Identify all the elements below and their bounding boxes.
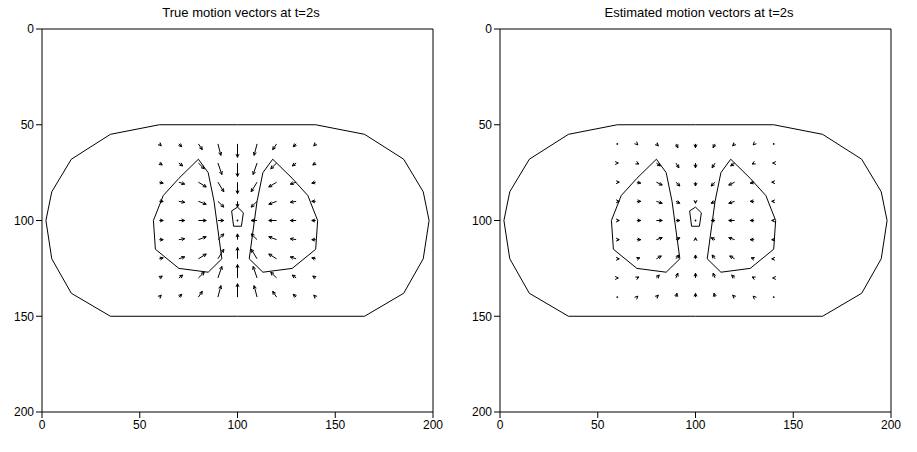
- svg-text:50: 50: [133, 418, 147, 432]
- svg-text:0: 0: [497, 418, 504, 432]
- svg-text:0: 0: [27, 22, 34, 36]
- svg-text:200: 200: [423, 418, 443, 432]
- svg-text:100: 100: [227, 418, 247, 432]
- svg-text:200: 200: [881, 418, 901, 432]
- svg-text:100: 100: [14, 214, 34, 228]
- svg-text:150: 150: [14, 310, 34, 324]
- svg-text:100: 100: [472, 214, 492, 228]
- svg-text:200: 200: [14, 405, 34, 419]
- svg-text:50: 50: [21, 118, 35, 132]
- html-text:True motion vectors at t=2s: True motion vectors at t=2s: [162, 5, 320, 20]
- svg-text:150: 150: [783, 418, 803, 432]
- svg-text:200: 200: [472, 405, 492, 419]
- svg-text:100: 100: [685, 418, 705, 432]
- svg-text:0: 0: [485, 22, 492, 36]
- svg-text:150: 150: [472, 310, 492, 324]
- svg-text:50: 50: [479, 118, 493, 132]
- html-text:Estimated motion vectors at t=: Estimated motion vectors at t=2s: [604, 5, 794, 20]
- svg-text:150: 150: [325, 418, 345, 432]
- svg-text:50: 50: [591, 418, 605, 432]
- svg-text:0: 0: [39, 418, 46, 432]
